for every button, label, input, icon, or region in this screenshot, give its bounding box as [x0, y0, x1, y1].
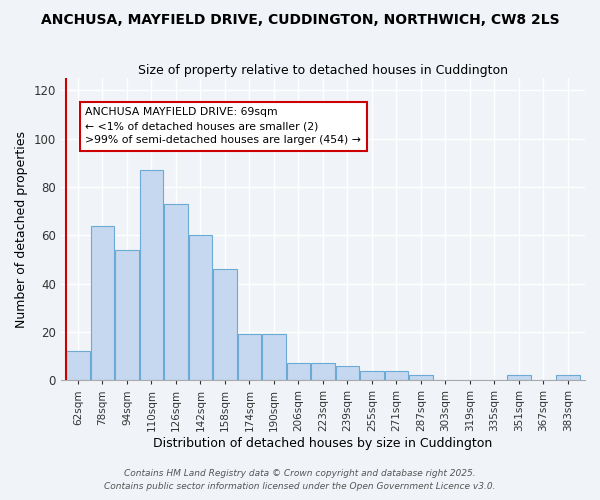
Text: ANCHUSA, MAYFIELD DRIVE, CUDDINGTON, NORTHWICH, CW8 2LS: ANCHUSA, MAYFIELD DRIVE, CUDDINGTON, NOR… — [41, 12, 559, 26]
Bar — [507, 376, 531, 380]
Y-axis label: Number of detached properties: Number of detached properties — [15, 130, 28, 328]
Bar — [188, 236, 212, 380]
Bar — [360, 370, 384, 380]
Text: Contains HM Land Registry data © Crown copyright and database right 2025.
Contai: Contains HM Land Registry data © Crown c… — [104, 470, 496, 491]
Title: Size of property relative to detached houses in Cuddington: Size of property relative to detached ho… — [138, 64, 508, 77]
Bar — [556, 376, 580, 380]
Bar — [66, 352, 90, 380]
Bar — [385, 370, 408, 380]
Bar — [115, 250, 139, 380]
Bar — [311, 364, 335, 380]
Bar — [262, 334, 286, 380]
Bar — [238, 334, 261, 380]
Bar — [335, 366, 359, 380]
Bar — [140, 170, 163, 380]
Bar — [409, 376, 433, 380]
Bar — [91, 226, 115, 380]
Text: ANCHUSA MAYFIELD DRIVE: 69sqm
← <1% of detached houses are smaller (2)
>99% of s: ANCHUSA MAYFIELD DRIVE: 69sqm ← <1% of d… — [85, 107, 361, 145]
Bar — [164, 204, 188, 380]
Bar — [213, 269, 237, 380]
Bar — [287, 364, 310, 380]
X-axis label: Distribution of detached houses by size in Cuddington: Distribution of detached houses by size … — [153, 437, 493, 450]
